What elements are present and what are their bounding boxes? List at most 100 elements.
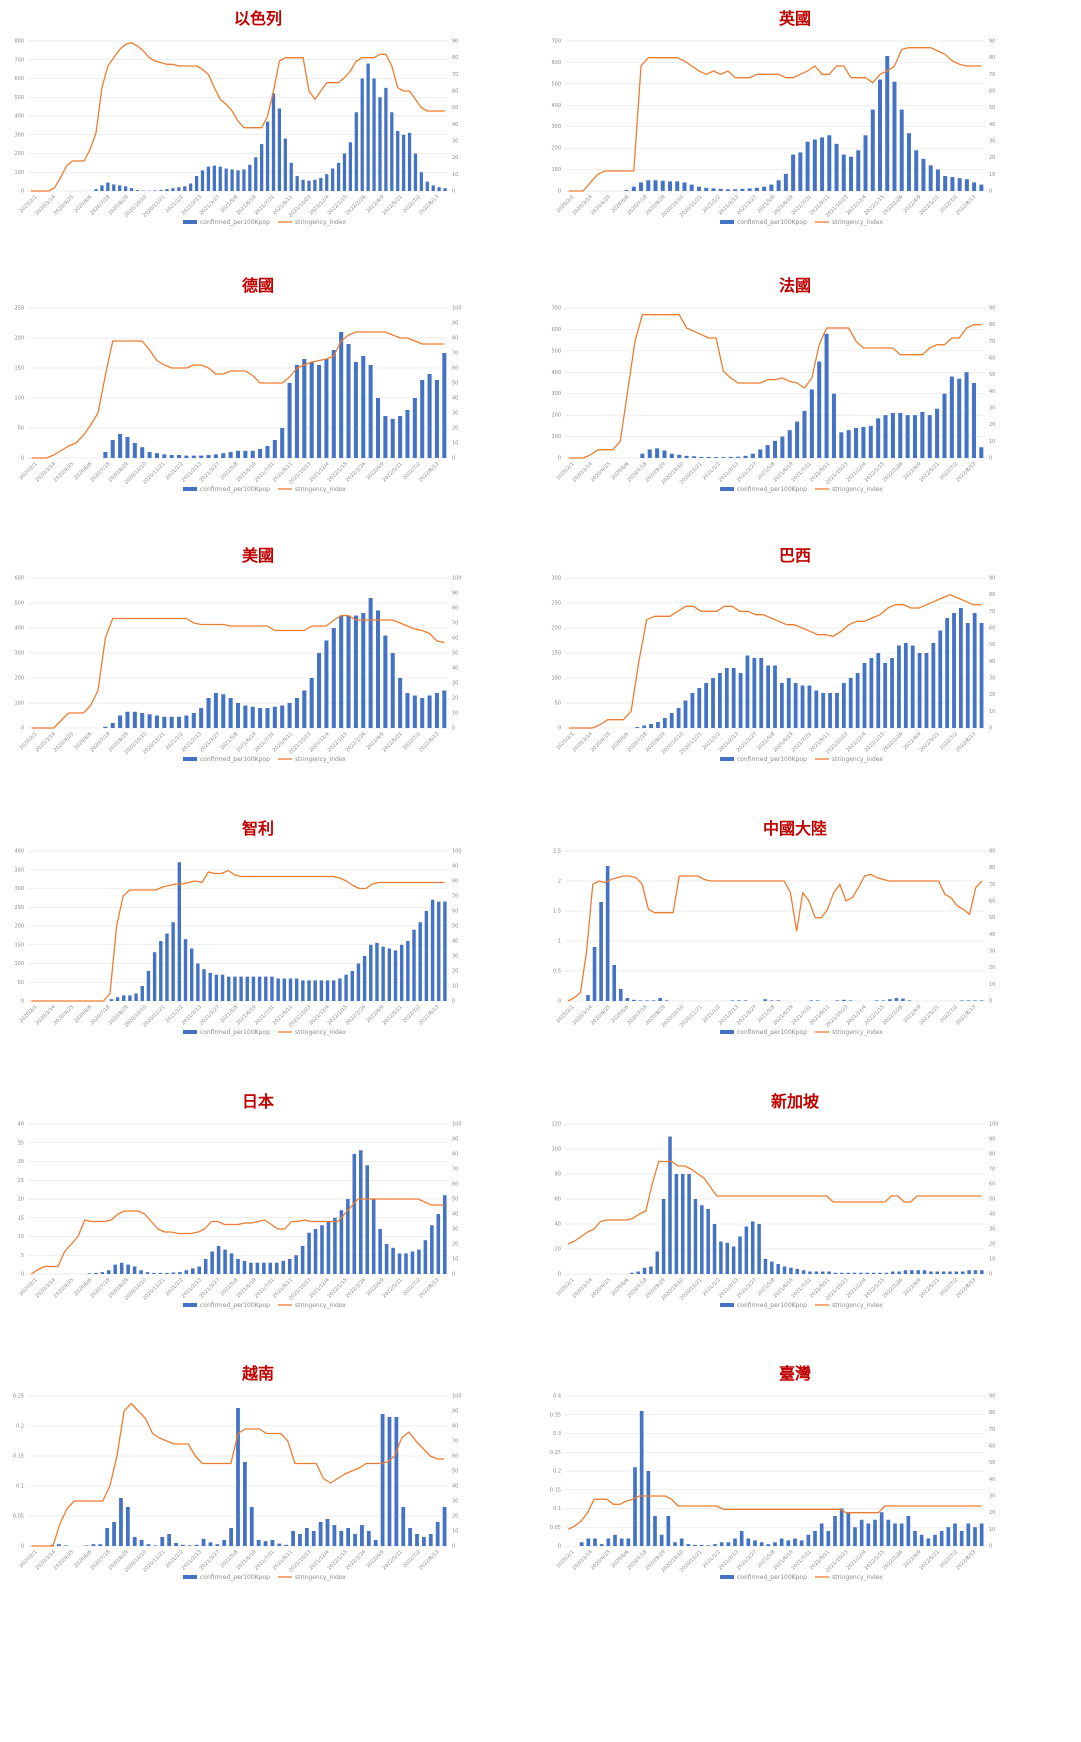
- bar: [972, 613, 977, 728]
- bar: [696, 186, 701, 191]
- bar: [846, 430, 851, 458]
- bar: [380, 1414, 385, 1546]
- bar: [815, 1000, 820, 1001]
- legend-bar-label: confirmed_per100Kpop: [200, 219, 270, 226]
- bar: [405, 693, 410, 728]
- bar: [878, 1272, 882, 1274]
- bar: [368, 598, 373, 728]
- bar: [926, 1538, 931, 1546]
- bar: [342, 153, 347, 191]
- bar: [224, 168, 228, 191]
- x-tick-label: 2021/3/27: [736, 1549, 758, 1571]
- y2-tick-label: 40: [989, 122, 995, 128]
- bar: [132, 443, 137, 458]
- bar: [194, 176, 199, 191]
- y2-tick-label: 80: [452, 55, 458, 61]
- y2-tick-label: 80: [989, 865, 995, 871]
- legend-bar-swatch: [720, 757, 734, 761]
- bar: [605, 866, 610, 1001]
- bar: [181, 1544, 185, 1546]
- bar: [646, 1471, 651, 1546]
- bar: [854, 428, 859, 458]
- bar: [718, 188, 723, 191]
- chart-title: 智利: [241, 819, 274, 838]
- chart-svg: 0 100 200 300 400 500 600 700 800 0 10 20 30 40 50 60 70…: [14, 39, 458, 227]
- legend-bar-swatch: [183, 1030, 197, 1034]
- x-tick-label: 2022/2/26: [882, 731, 904, 753]
- y2-tick-label: 90: [989, 1394, 995, 1400]
- bar: [675, 181, 680, 191]
- y-tick-label: 2: [558, 879, 561, 885]
- bar: [320, 1225, 324, 1274]
- bar: [579, 1542, 584, 1546]
- bar: [632, 999, 636, 1001]
- y-tick-label: 40: [555, 1222, 561, 1228]
- bar: [625, 998, 630, 1001]
- bar: [586, 1538, 591, 1546]
- series-line: [30, 42, 446, 192]
- bar: [747, 188, 752, 191]
- bar: [295, 176, 299, 191]
- y-tick-label: 500: [551, 81, 561, 87]
- legend-bar-label: confirmed_per100Kpop: [737, 486, 807, 493]
- y-tick-label: 40: [18, 1122, 24, 1128]
- bar: [390, 419, 395, 458]
- bar: [726, 1542, 731, 1546]
- bar: [184, 1270, 189, 1274]
- bar: [779, 1538, 784, 1546]
- chart-svg: 0 100 200 300 400 500 600 700 0 10 20 30 40 50 60 70 80 9…: [551, 39, 995, 227]
- legend-line-label: stringency_index: [832, 1029, 883, 1036]
- bar: [898, 413, 903, 458]
- bar: [868, 425, 873, 458]
- bar: [366, 1531, 371, 1546]
- bar: [744, 1226, 749, 1274]
- bar: [169, 455, 174, 458]
- bar: [859, 1519, 864, 1546]
- bar: [132, 1266, 137, 1274]
- bar: [220, 974, 225, 1001]
- y2-tick-label: 20: [452, 1514, 458, 1520]
- bar: [415, 1534, 419, 1546]
- bar: [212, 165, 216, 191]
- bar: [375, 610, 381, 728]
- bar: [208, 1542, 213, 1546]
- bar: [230, 169, 234, 191]
- bar: [158, 1272, 163, 1274]
- bar: [270, 1540, 275, 1546]
- bar: [906, 1516, 911, 1546]
- bar: [693, 1544, 697, 1546]
- y2-tick-label: 90: [989, 576, 995, 582]
- y2-tick-label: 30: [989, 1227, 995, 1233]
- bar: [912, 415, 918, 458]
- legend-bar-label: confirmed_per100Kpop: [200, 756, 270, 763]
- y-tick-label: 100: [14, 396, 24, 402]
- y2-tick-label: 40: [989, 1212, 995, 1218]
- bar: [817, 361, 822, 458]
- bar: [183, 186, 187, 191]
- bar: [98, 1544, 103, 1546]
- bar: [793, 683, 798, 728]
- bar: [746, 1538, 751, 1546]
- bar: [835, 1000, 840, 1001]
- bar: [873, 1519, 877, 1546]
- bar: [265, 121, 270, 191]
- bar: [737, 1000, 741, 1001]
- bar: [132, 711, 137, 728]
- y-tick-label: 0: [21, 726, 24, 732]
- x-tick-label: 2022/5/21: [381, 461, 403, 483]
- bar: [683, 700, 688, 728]
- bar: [973, 1527, 977, 1546]
- y2-tick-label: 20: [452, 969, 458, 975]
- x-tick-label: 2021/3/27: [199, 1277, 221, 1299]
- bar: [387, 1417, 392, 1546]
- bar: [939, 1531, 944, 1546]
- bar: [227, 976, 231, 1001]
- bar: [249, 1507, 254, 1546]
- bar: [119, 1262, 124, 1274]
- y-tick-label: 250: [14, 306, 24, 312]
- bar: [935, 408, 940, 458]
- bar: [905, 415, 910, 458]
- bar: [885, 56, 890, 191]
- bar: [950, 177, 955, 191]
- bar: [407, 132, 412, 191]
